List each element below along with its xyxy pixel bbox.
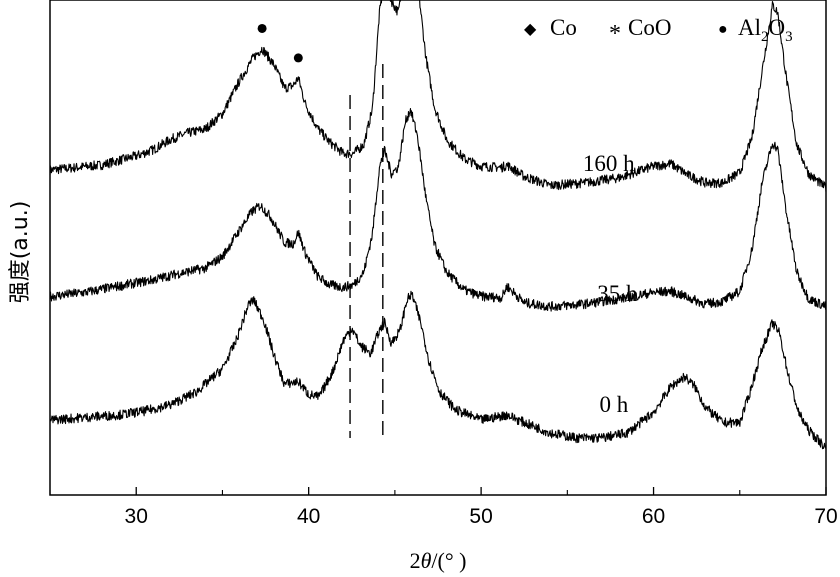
legend-marker-co: ◆	[524, 21, 537, 38]
legend-label-al2o3: Al2O3	[738, 15, 793, 45]
series-labels: 160 h 35 h 0 h	[583, 151, 638, 417]
series-traces	[49, 0, 827, 450]
legend-marker-coo: *	[609, 21, 621, 47]
peak-markers	[257, 23, 303, 63]
al2o3-peak-marker	[293, 53, 303, 63]
series-line-160h	[49, 0, 827, 192]
x-tick-label: 60	[642, 505, 665, 528]
x-tick-label: 50	[469, 505, 492, 528]
x-tick-label: 70	[814, 505, 837, 528]
reference-lines	[349, 64, 384, 438]
series-line-0h	[49, 290, 827, 450]
legend: ◆ Co * CoO ● Al2O3	[524, 15, 793, 47]
x-tick-label: 40	[297, 505, 320, 528]
plot-frame	[49, 0, 827, 496]
x-axis-label: 2θ/(° )	[410, 548, 467, 573]
legend-label-co: Co	[550, 15, 577, 40]
series-label: 160 h	[583, 151, 635, 176]
legend-label-coo: CoO	[628, 15, 671, 40]
series-label: 0 h	[600, 392, 629, 417]
legend-marker-al2o3: ●	[718, 21, 728, 38]
x-tick-label: 30	[125, 505, 148, 528]
y-axis-label: 强度(a.u.)	[8, 201, 33, 304]
series-label: 35 h	[597, 281, 638, 306]
x-axis-ticks: 30 40 50 60 70	[49, 487, 838, 528]
al2o3-peak-marker	[257, 23, 267, 33]
series-line-35h	[49, 108, 827, 312]
